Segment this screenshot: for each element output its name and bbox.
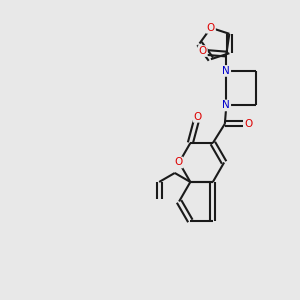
- Text: N: N: [223, 100, 230, 110]
- Text: O: O: [174, 158, 183, 167]
- Text: O: O: [207, 23, 215, 33]
- Text: O: O: [194, 112, 202, 122]
- Text: O: O: [199, 46, 207, 56]
- Text: N: N: [223, 66, 230, 76]
- Text: O: O: [244, 119, 253, 129]
